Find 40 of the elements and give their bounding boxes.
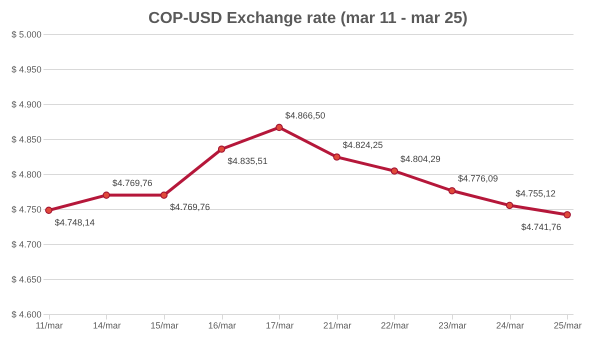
y-tick-label: $ 5.000 — [11, 30, 42, 40]
point — [506, 202, 514, 210]
data-label: $4.748,14 — [54, 217, 95, 228]
data-label: $4.835,51 — [228, 156, 268, 166]
point — [102, 192, 110, 199]
data-label: $4.769,76 — [112, 178, 152, 188]
data-label: $4.804,29 — [400, 154, 440, 164]
chart-title: COP-USD Exchange rate (mar 11 - mar 25) — [148, 10, 468, 27]
x-tick-label: 11/mar — [36, 320, 63, 330]
y-tick-label: $ 4.800 — [11, 170, 42, 180]
y-tick-label: $ 4.700 — [11, 240, 42, 250]
point — [45, 206, 52, 214]
data-label: $4.741,76 — [521, 222, 562, 232]
data-label: $4.769,76 — [170, 202, 210, 212]
point — [564, 211, 571, 218]
point — [448, 187, 456, 194]
x-tick-label: 24/mar — [496, 320, 524, 330]
x-tick-label: 17/mar — [266, 320, 294, 330]
x-tick-label: 16/mar — [208, 320, 236, 330]
y-tick-label: $ 4.900 — [11, 100, 42, 110]
y-tick-label: $ 4.850 — [11, 134, 42, 144]
x-tick-label: 14/mar — [92, 320, 121, 330]
x-tick-label: 15/mar — [150, 320, 178, 330]
data-label: $4.824,25 — [342, 140, 383, 150]
x-tick-label: 21/mar — [323, 320, 352, 330]
x-tick-label: 22/mar — [380, 320, 409, 330]
x-tick-label: 25/mar — [554, 320, 582, 330]
x-tick-label: 23/mar — [438, 320, 467, 330]
data-label: $4.776,09 — [458, 174, 498, 184]
y-tick-label: $ 4.750 — [11, 204, 42, 214]
point — [218, 145, 226, 153]
point — [160, 192, 168, 199]
point — [276, 124, 283, 132]
y-tick-label: $ 4.600 — [11, 310, 42, 320]
data-label: $4.866,50 — [285, 110, 326, 120]
y-tick-label: $ 4.650 — [11, 274, 42, 284]
data-label: $4.755,12 — [516, 188, 556, 198]
point — [333, 153, 340, 161]
point — [390, 167, 398, 175]
y-tick-label: $ 4.950 — [11, 64, 42, 74]
